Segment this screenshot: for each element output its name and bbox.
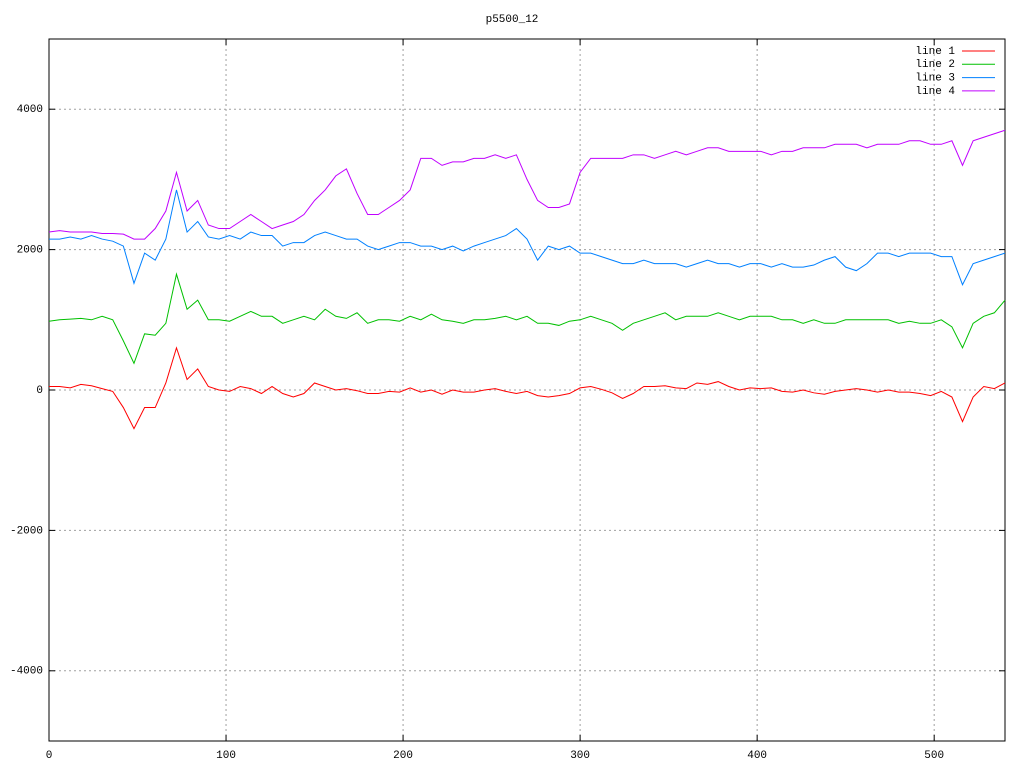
x-tick-label: 200 xyxy=(393,750,413,762)
chart-title: p5500_12 xyxy=(486,14,539,26)
data-line xyxy=(48,129,1006,240)
x-tick-label: 0 xyxy=(46,750,53,762)
data-line xyxy=(48,272,1006,365)
y-tick-label: 4000 xyxy=(17,104,43,116)
y-tick-label: 0 xyxy=(36,385,43,397)
legend-label: line 1 xyxy=(915,46,955,58)
data-line xyxy=(49,346,1006,430)
y-tick-label: -2000 xyxy=(10,525,43,537)
y-tick-label: 2000 xyxy=(17,245,43,257)
plot-frame xyxy=(48,38,1006,742)
data-line xyxy=(49,189,1006,286)
legend-label: line 3 xyxy=(915,73,955,85)
x-tick-label: 500 xyxy=(924,750,944,762)
x-tick-label: 100 xyxy=(216,750,236,762)
legend-label: line 2 xyxy=(915,59,955,71)
x-tick-label: 300 xyxy=(570,750,590,762)
x-tick-label: 400 xyxy=(747,750,767,762)
legend-label: line 4 xyxy=(915,86,955,98)
y-tick-label: -4000 xyxy=(10,666,43,678)
